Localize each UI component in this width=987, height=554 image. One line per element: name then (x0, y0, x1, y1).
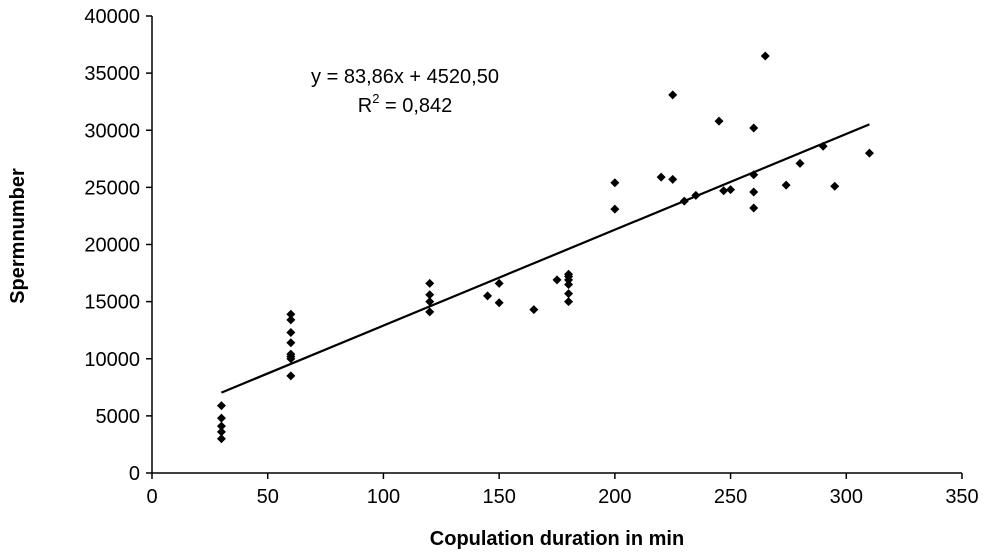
data-point (216, 421, 226, 431)
data-point (679, 196, 689, 206)
data-point (286, 309, 296, 319)
data-point (564, 279, 574, 289)
data-point (610, 204, 620, 214)
y-tick-label: 30000 (84, 120, 140, 142)
data-point (760, 51, 770, 61)
y-tick-label: 40000 (84, 6, 140, 28)
data-point (830, 181, 840, 191)
data-point (656, 172, 666, 182)
regression-equation: y = 83,86x + 4520,50 (311, 66, 499, 88)
data-point (425, 297, 435, 307)
data-point (494, 278, 504, 288)
data-point (714, 116, 724, 126)
data-point (529, 305, 539, 315)
data-point (781, 180, 791, 190)
data-point (286, 349, 296, 359)
data-point (668, 90, 678, 100)
data-point (286, 371, 296, 381)
data-point (691, 190, 701, 200)
y-tick-label: 15000 (84, 292, 140, 314)
data-point (425, 290, 435, 300)
data-point (818, 141, 828, 151)
trendline-group (221, 123, 870, 394)
data-point (483, 291, 493, 301)
data-point (668, 174, 678, 184)
y-tick-label: 5000 (96, 406, 141, 428)
x-tick-label: 50 (257, 486, 279, 508)
data-point (610, 178, 620, 188)
r-squared-value: = 0,842 (379, 95, 452, 117)
data-point (286, 338, 296, 348)
data-point (564, 289, 574, 299)
y-tick-label: 0 (129, 463, 140, 485)
data-point (726, 185, 736, 195)
x-tick-label: 100 (367, 486, 400, 508)
y-tick-label: 10000 (84, 349, 140, 371)
data-point (795, 158, 805, 168)
data-point (425, 278, 435, 288)
y-tick-label: 35000 (84, 63, 140, 85)
x-tick-label: 300 (830, 486, 863, 508)
x-tick-label: 0 (146, 486, 157, 508)
data-point (216, 427, 226, 437)
data-point (216, 434, 226, 444)
x-tick-label: 250 (714, 486, 747, 508)
data-point (749, 203, 759, 213)
y-tick-label: 25000 (84, 177, 140, 199)
data-point (749, 123, 759, 133)
trendline (221, 123, 870, 394)
data-point (864, 148, 874, 158)
x-tick-label: 350 (945, 486, 978, 508)
x-tick-label: 200 (598, 486, 631, 508)
x-tick-label: 150 (482, 486, 515, 508)
r-squared-prefix: R (358, 95, 372, 117)
data-point (425, 307, 435, 317)
data-point (749, 187, 759, 197)
y-axis-title: Spermnumber (7, 168, 29, 304)
r-squared-superscript: 2 (372, 91, 379, 106)
data-point (749, 170, 759, 180)
r-squared-label: R2 = 0,842 (358, 91, 453, 117)
data-point (719, 186, 729, 196)
y-tick-label: 20000 (84, 235, 140, 257)
data-point (494, 298, 504, 308)
x-axis-title: Copulation duration in min (430, 528, 684, 550)
data-point (564, 269, 574, 279)
data-point (216, 401, 226, 411)
x-axis-ticks: 0 50 100 150 200 250 300 350 (146, 473, 979, 508)
data-point (216, 413, 226, 423)
axes (151, 16, 962, 474)
y-axis-ticks: 0 5000 10000 15000 20000 25000 30000 35000 40000 (84, 6, 152, 485)
data-points (216, 51, 874, 444)
data-point (564, 297, 574, 307)
data-point (286, 315, 296, 325)
data-point (552, 275, 562, 285)
data-point (286, 327, 296, 337)
